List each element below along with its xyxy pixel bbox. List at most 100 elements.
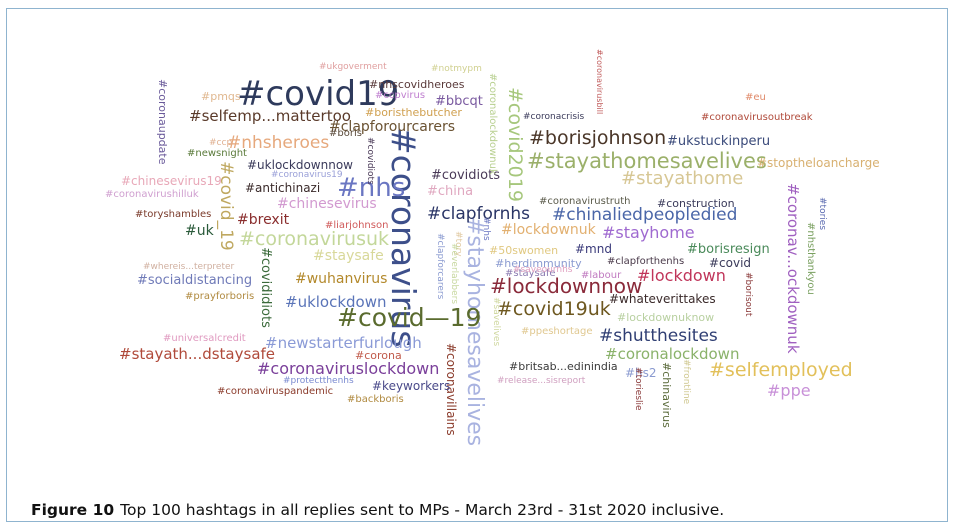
cloud-word: #coronalockdown [605, 345, 740, 363]
cloud-word: #chinavirus [660, 362, 673, 428]
cloud-word: #pmqs [201, 90, 241, 103]
figure-caption-text: Top 100 hashtags in all replies sent to … [120, 501, 725, 519]
cloud-word: #protectthenhs [283, 376, 354, 386]
cloud-word: #selfemployed [709, 359, 853, 381]
cloud-word: #release...sisreport [497, 376, 586, 386]
cloud-word: #coronalockdownuk [487, 73, 498, 175]
cloud-word: #chinaliedpeopledied [552, 205, 738, 225]
cloud-word: #staysafe [505, 268, 556, 279]
cloud-word: #liarjohnson [325, 220, 389, 231]
cloud-word: #coronaviruspandemic [217, 386, 334, 397]
cloud-word: #covid [709, 256, 752, 270]
cloud-word: #clapforthenhs [607, 256, 685, 267]
cloud-word: #clapforcarers [435, 233, 445, 300]
figure-frame: #covid19 #coronavirus #stayhomesavelives… [6, 8, 948, 522]
cloud-word: #hs2 [625, 366, 657, 380]
cloud-word: #notmypm [431, 64, 482, 74]
cloud-word: #stayhome [602, 223, 695, 242]
cloud-word: #clapfornhs [427, 204, 531, 224]
cloud-word: #lockdownuk [501, 222, 596, 238]
cloud-word: #newstarterfurlough [265, 334, 422, 352]
cloud-word: #covid19uk [497, 298, 611, 320]
cloud-word: #coronavirusoutbreak [701, 112, 813, 123]
cloud-word: #covididiots [258, 247, 273, 328]
figure-caption: Figure 10 Top 100 hashtags in all replies… [31, 501, 724, 519]
cloud-word: #nhs [481, 217, 491, 241]
cloud-word: #eu [745, 92, 766, 103]
cloud-word: #stoptheloancharge [757, 156, 880, 170]
cloud-word: #coronavirusuk [239, 228, 390, 250]
cloud-word: #ccpvirus [375, 90, 426, 101]
cloud-word: #keyworkers [372, 379, 451, 393]
cloud-word: #labour [581, 270, 622, 281]
cloud-word: #britsab...edinindia [509, 360, 618, 373]
cloud-word: #whereis...terpreter [143, 262, 235, 272]
cloud-word: #whateverittakes [609, 292, 716, 306]
cloud-word: #covid_19 [216, 161, 236, 251]
cloud-word: #savelives [491, 297, 501, 347]
cloud-word: #coronaupdate [156, 79, 169, 165]
cloud-word: #antichinazi [245, 181, 321, 195]
cloud-word: #coronavirus19 [271, 170, 343, 180]
cloud-word: #torieslie [633, 367, 643, 411]
cloud-word: #newsnight [187, 148, 247, 159]
cloud-word: #coronacrisis [523, 112, 585, 122]
cloud-word: #coronaviruslockdown [257, 359, 440, 378]
cloud-word: #stayathome [621, 168, 744, 189]
cloud-word: #stayathomesavelives [527, 149, 767, 173]
cloud-word: #borisresign [687, 242, 770, 257]
cloud-word: #nhsthankyou [805, 222, 816, 295]
cloud-word: #tory [453, 231, 463, 257]
cloud-word: #frontline [681, 359, 691, 405]
cloud-word: #stayath...dstaysafe [119, 345, 276, 363]
cloud-word: #mnd [575, 242, 612, 256]
cloud-word: #lockdown [637, 266, 726, 285]
cloud-word: #clapforourcarers [329, 119, 455, 135]
cloud-word: #50swomen [489, 244, 559, 257]
cloud-word: #uklockdown [285, 293, 387, 311]
cloud-word: #chinesevirus19 [121, 174, 222, 188]
cloud-word: #boristhebutcher [365, 106, 462, 119]
cloud-word: #stayhomesavelives [462, 217, 487, 447]
cloud-word: #selfemp...mattertoo [189, 107, 351, 125]
cloud-word: #coronavirushilluk [105, 189, 199, 200]
cloud-word: #nhs [337, 173, 406, 203]
cloud-word: #wuhanvirus [295, 271, 388, 287]
cloud-word: #corona [355, 349, 402, 362]
cloud-word: #covidiots [431, 168, 500, 183]
cloud-word: #ppe [767, 381, 811, 400]
cloud-word: #everlabbers [449, 243, 459, 305]
cloud-word: #socialdistancing [137, 273, 253, 288]
cloud-word: #lockdownuknow [617, 311, 715, 324]
cloud-word: #prayforboris [185, 291, 255, 302]
cloud-word: #bbcqt [435, 94, 483, 109]
cloud-word: #covid—19 [337, 303, 482, 332]
cloud-word: #coronav...ockdownuk [784, 183, 802, 354]
figure-caption-label: Figure 10 [31, 501, 115, 519]
cloud-word: #ukgoverment [319, 62, 387, 72]
cloud-word: #staysafe [313, 248, 384, 264]
cloud-word: #toryshambles [135, 209, 212, 220]
cloud-word: #coronavillains [444, 343, 458, 436]
cloud-word: #boris [329, 128, 362, 139]
cloud-word: #ccp [209, 138, 233, 148]
cloud-word: #coronavirus [384, 127, 423, 348]
cloud-word: #china [427, 184, 474, 199]
word-cloud: #covid19 #coronavirus #stayhomesavelives… [97, 47, 880, 457]
cloud-word: #coronavirusbill [595, 49, 604, 115]
cloud-word: #tories [817, 197, 827, 231]
cloud-word: #chinesevirus [277, 196, 377, 212]
cloud-word: #universalcredit [163, 333, 246, 344]
cloud-word: #lockdownnow [490, 274, 643, 298]
cloud-word: #backboris [347, 394, 404, 405]
cloud-word: #shutthesites [599, 326, 718, 346]
cloud-word: #construction [657, 197, 735, 210]
cloud-word: #uk [185, 223, 214, 239]
cloud-word: #covid2019 [504, 87, 526, 202]
cloud-word: #borisjohnson [529, 127, 667, 149]
cloud-word: #saveournhs [513, 265, 573, 275]
cloud-word: #nhsheroes [227, 133, 330, 153]
cloud-word: #coronavirustruth [539, 196, 631, 207]
cloud-word: #covid19 [237, 74, 400, 114]
cloud-word: #borisout [743, 272, 753, 317]
